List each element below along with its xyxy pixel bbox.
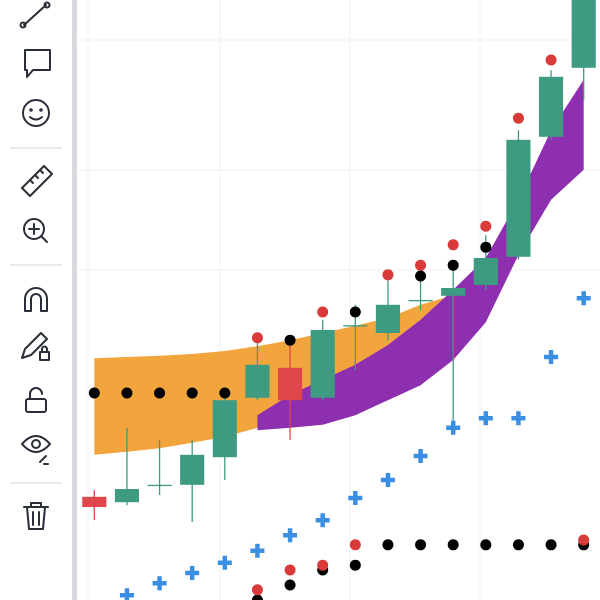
marker-cross [576,291,591,306]
marker-dot [447,539,459,551]
marker-dot [415,270,427,282]
marker-dot [447,239,459,251]
marker-dot [317,306,329,318]
marker-dot [415,539,427,551]
marker-cross [380,473,395,487]
marker-dot [512,112,524,124]
candle-body [180,454,205,485]
marker-dot [251,594,263,600]
candle-body [538,76,564,137]
candle-body [245,364,270,398]
marker-dot [545,539,557,551]
candle-body [310,330,335,398]
candle-body [212,400,237,458]
marker-cross [250,543,265,558]
marker-dot [415,259,427,271]
candle-body [147,484,172,487]
tool-magnet[interactable] [24,287,48,312]
candle-body [408,300,433,302]
marker-dot [447,259,459,271]
tool-trend-line[interactable] [19,1,51,29]
candle-body [473,258,498,285]
marker-dot [545,54,557,66]
marker-cross [446,420,461,435]
candle-body [441,288,466,296]
marker-dot [480,539,492,551]
candle-body [114,489,140,503]
marker-dot [317,559,329,571]
candle-body [343,325,368,327]
marker-cross [478,411,493,426]
marker-dot [578,534,590,546]
marker-dot [186,387,198,399]
tool-callout[interactable] [24,49,51,78]
tool-ruler[interactable] [21,165,53,197]
tool-zoom[interactable] [23,218,48,243]
marker-dot [480,241,492,253]
marker-cross [152,576,167,591]
marker-cross [315,513,330,528]
marker-dot [88,387,100,399]
marker-dot [154,387,166,399]
plot-area[interactable] [82,0,596,600]
tool-draw-lock[interactable] [21,332,50,361]
marker-dot [349,306,361,318]
marker-dot [251,584,263,596]
candle-body [506,139,531,257]
marker-dot [121,387,133,399]
toolbar-border [72,0,77,600]
toolbar [0,0,74,600]
candle-body [277,367,303,401]
marker-cross [413,449,428,463]
marker-dot [512,539,524,551]
band-area [94,295,454,455]
tool-emoji[interactable] [22,99,50,127]
marker-dot [251,332,263,344]
grid [78,0,600,600]
marker-cross [544,350,559,364]
marker-cross [217,555,232,570]
marker-dot [284,579,296,591]
marker-cross [185,566,200,580]
marker-cross [119,588,134,600]
marker-cross [511,411,526,426]
candle-body [82,496,107,507]
marker-cross [348,491,363,505]
candle-body [571,0,596,68]
candle-body [375,304,401,333]
marker-dot [480,220,492,232]
marker-dot [382,539,394,551]
marker-dot [349,539,361,551]
marker-dot [382,269,394,281]
tool-delete[interactable] [23,502,49,530]
tool-lock[interactable] [25,387,47,413]
tool-visibility[interactable] [21,435,51,465]
marker-dot [284,564,296,576]
marker-dot [219,387,231,399]
marker-dot [349,559,361,571]
marker-dot [284,334,296,346]
marker-cross [283,528,298,543]
